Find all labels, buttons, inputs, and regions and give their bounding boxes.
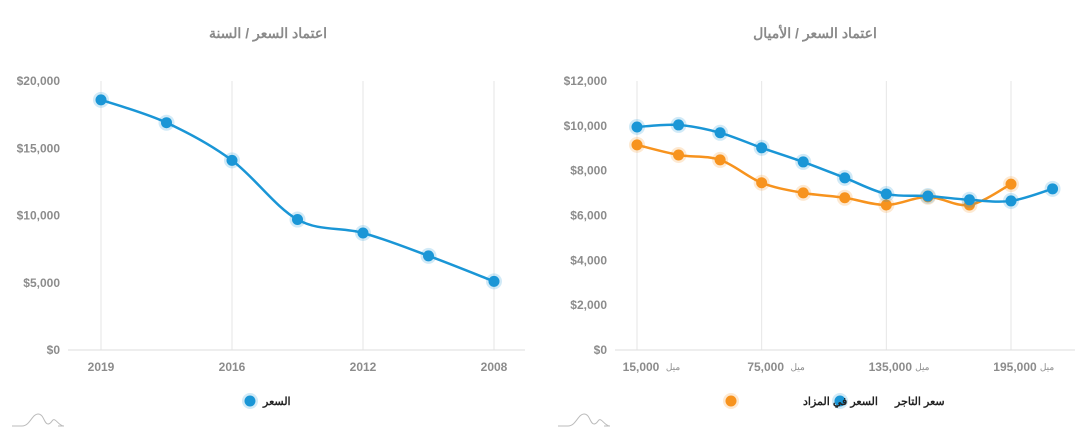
- x-tick-label: 195,000: [993, 360, 1037, 374]
- logo-icon: [558, 413, 611, 427]
- data-point: [631, 139, 643, 151]
- data-point: [357, 227, 369, 239]
- data-point: [922, 190, 934, 202]
- x-tick-label: 2012: [350, 360, 377, 374]
- chart-title: اعتماد السعر / السنة: [209, 25, 327, 42]
- data-point: [839, 172, 851, 184]
- data-point: [488, 275, 500, 287]
- data-point: [631, 121, 643, 133]
- y-tick-label: $0: [47, 343, 61, 357]
- legend-label-auction: السعر في المزاد: [803, 396, 878, 409]
- data-point: [161, 117, 172, 129]
- x-tick-label: 75,000: [747, 360, 784, 374]
- x-tick-label: 15,000: [623, 360, 660, 374]
- legend-marker-dealer: [834, 395, 846, 407]
- data-point: [963, 194, 975, 206]
- data-point: [880, 188, 892, 200]
- y-tick-label: $8,000: [570, 164, 607, 178]
- x-tick-label: 2016: [219, 360, 246, 374]
- y-tick-label: $2,000: [570, 298, 607, 312]
- data-point: [756, 142, 768, 154]
- y-tick-label: $10,000: [17, 209, 61, 223]
- legend-marker: [244, 395, 256, 407]
- y-tick-label: $4,000: [570, 253, 607, 267]
- data-point: [292, 214, 303, 226]
- series-line: [636, 143, 1012, 207]
- y-tick-label: $15,000: [17, 141, 61, 155]
- y-tick-label: $12,000: [564, 74, 608, 88]
- data-point: [673, 119, 685, 131]
- y-tick-label: $6,000: [570, 209, 607, 223]
- x-tick-label: 2019: [88, 360, 115, 374]
- data-point: [839, 192, 851, 204]
- data-point: [423, 250, 434, 262]
- data-point: [880, 199, 892, 211]
- x-tick-unit: ميل: [666, 362, 681, 372]
- x-tick-label: 2008: [481, 360, 508, 374]
- chart-title: اعتماد السعر / الأميال: [753, 24, 877, 42]
- data-point: [714, 127, 726, 139]
- data-point: [756, 177, 768, 189]
- data-point: [797, 156, 809, 168]
- x-tick-label: 135,000: [869, 360, 913, 374]
- data-point: [1047, 183, 1059, 195]
- legend-marker-auction: [725, 395, 737, 407]
- data-point: [226, 154, 238, 166]
- x-tick-unit: ميل: [1040, 362, 1055, 372]
- y-tick-label: $5,000: [23, 276, 60, 290]
- data-point: [1005, 195, 1017, 207]
- data-point: [673, 149, 685, 161]
- data-point: [1005, 178, 1017, 190]
- logo-icon: [12, 413, 65, 427]
- y-tick-label: $0: [594, 343, 608, 357]
- y-tick-label: $10,000: [564, 119, 608, 133]
- data-point: [95, 94, 107, 106]
- data-point: [714, 154, 726, 166]
- legend-label: السعر: [262, 396, 291, 408]
- x-tick-unit: ميل: [915, 362, 930, 372]
- data-point: [797, 187, 809, 199]
- x-tick-unit: ميل: [790, 362, 805, 372]
- legend-label-dealer: سعر التاجر: [894, 396, 945, 408]
- y-tick-label: $20,000: [17, 74, 61, 88]
